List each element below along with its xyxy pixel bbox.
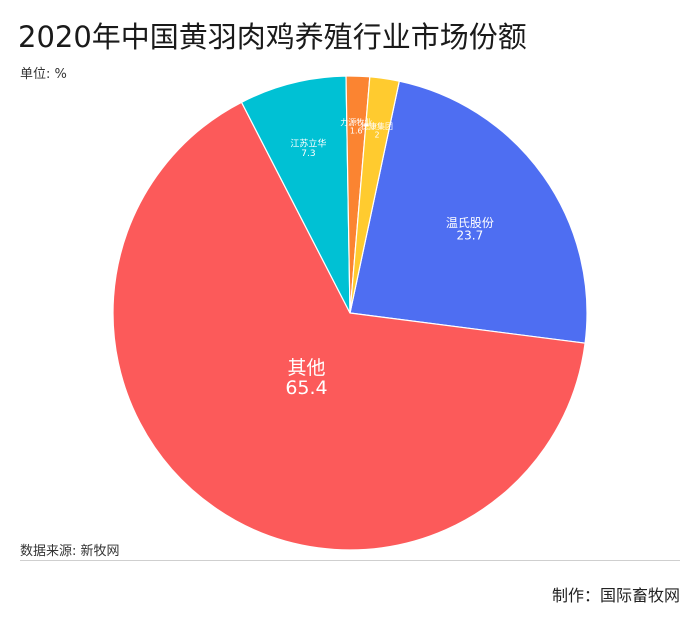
slice-name-label: 其他 <box>287 357 325 379</box>
pie-slice <box>349 76 400 314</box>
footer-divider <box>20 560 680 561</box>
slice-value-label: 65.4 <box>285 377 327 399</box>
chart-title: 2020年中国黄羽肉鸡养殖行业市场份额 <box>18 20 527 54</box>
credit-text: 制作：国际畜牧网 <box>551 586 680 605</box>
slice-name-label: 力源牧业 <box>340 117 372 127</box>
slice-value-label: 23.7 <box>457 229 484 243</box>
slice-name-label: 江苏立华 <box>290 138 326 150</box>
pie-slice <box>240 75 351 314</box>
slice-value-label: 1.6 <box>350 126 363 135</box>
pie-slice <box>349 80 588 344</box>
pie-slice <box>112 101 586 551</box>
slice-name-label: 温氏股份 <box>446 216 494 230</box>
unit-label: 单位: % <box>20 67 67 82</box>
data-source: 数据来源: 新牧网 <box>20 544 120 559</box>
slice-name-label: 德康集团 <box>361 121 393 131</box>
pie-slices <box>112 75 588 551</box>
slice-value-label: 2 <box>374 131 379 140</box>
slice-value-label: 7.3 <box>301 149 315 159</box>
